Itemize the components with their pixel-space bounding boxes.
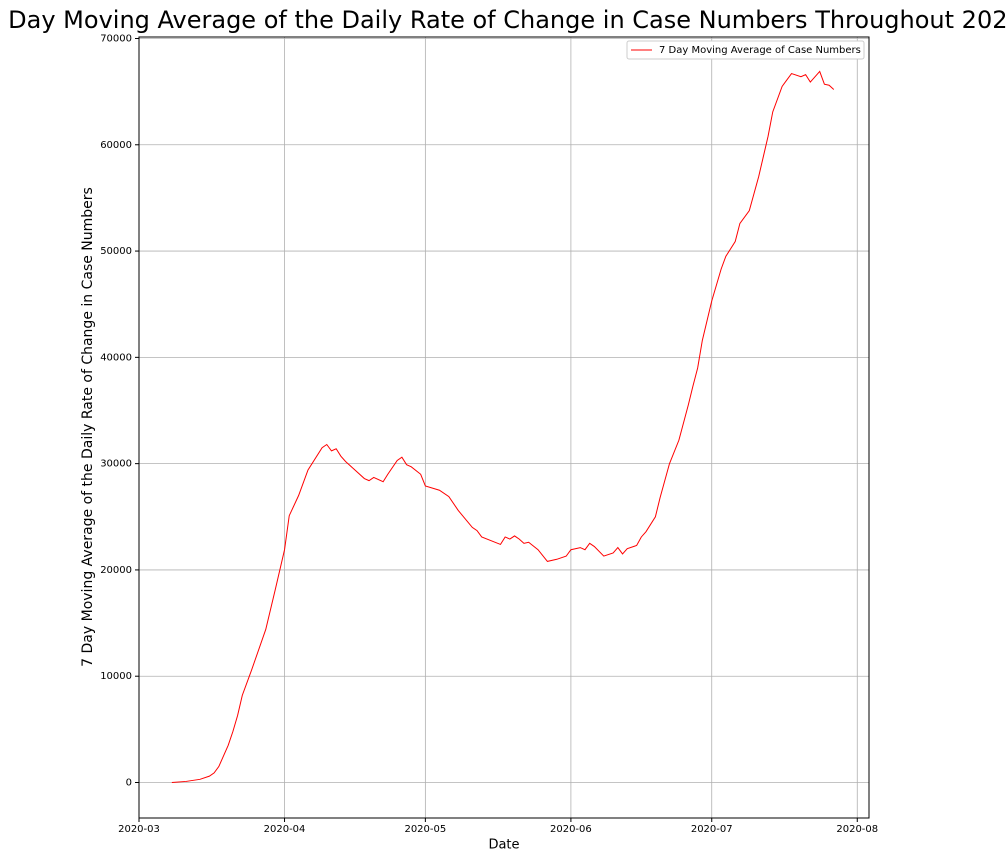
y-tick-label: 70000 — [100, 33, 132, 44]
x-tick-label: 2020-07 — [691, 824, 733, 835]
y-tick-label: 10000 — [100, 671, 132, 682]
x-tick-label: 2020-03 — [118, 824, 160, 835]
y-tick-label: 30000 — [100, 459, 132, 470]
y-tick-label: 60000 — [100, 140, 132, 151]
y-tick-label: 50000 — [100, 246, 132, 257]
data-line — [171, 70, 835, 783]
legend-box — [626, 40, 865, 60]
y-axis-label: 7 Day Moving Average of the Daily Rate o… — [80, 187, 96, 667]
legend-label: 7 Day Moving Average of Case Numbers — [659, 45, 861, 56]
x-tick-label: 2020-05 — [404, 824, 446, 835]
y-tick-label: 40000 — [100, 352, 132, 363]
plot-frame — [138, 36, 870, 819]
x-tick-label: 2020-08 — [836, 824, 878, 835]
x-axis-label: Date — [488, 838, 519, 853]
chart-title: 7 Day Moving Average of the Daily Rate o… — [0, 6, 1008, 34]
x-tick-label: 2020-06 — [550, 824, 592, 835]
x-tick-label: 2020-04 — [264, 824, 306, 835]
y-tick-label: 20000 — [100, 565, 132, 576]
y-tick-label: 0 — [126, 778, 132, 789]
